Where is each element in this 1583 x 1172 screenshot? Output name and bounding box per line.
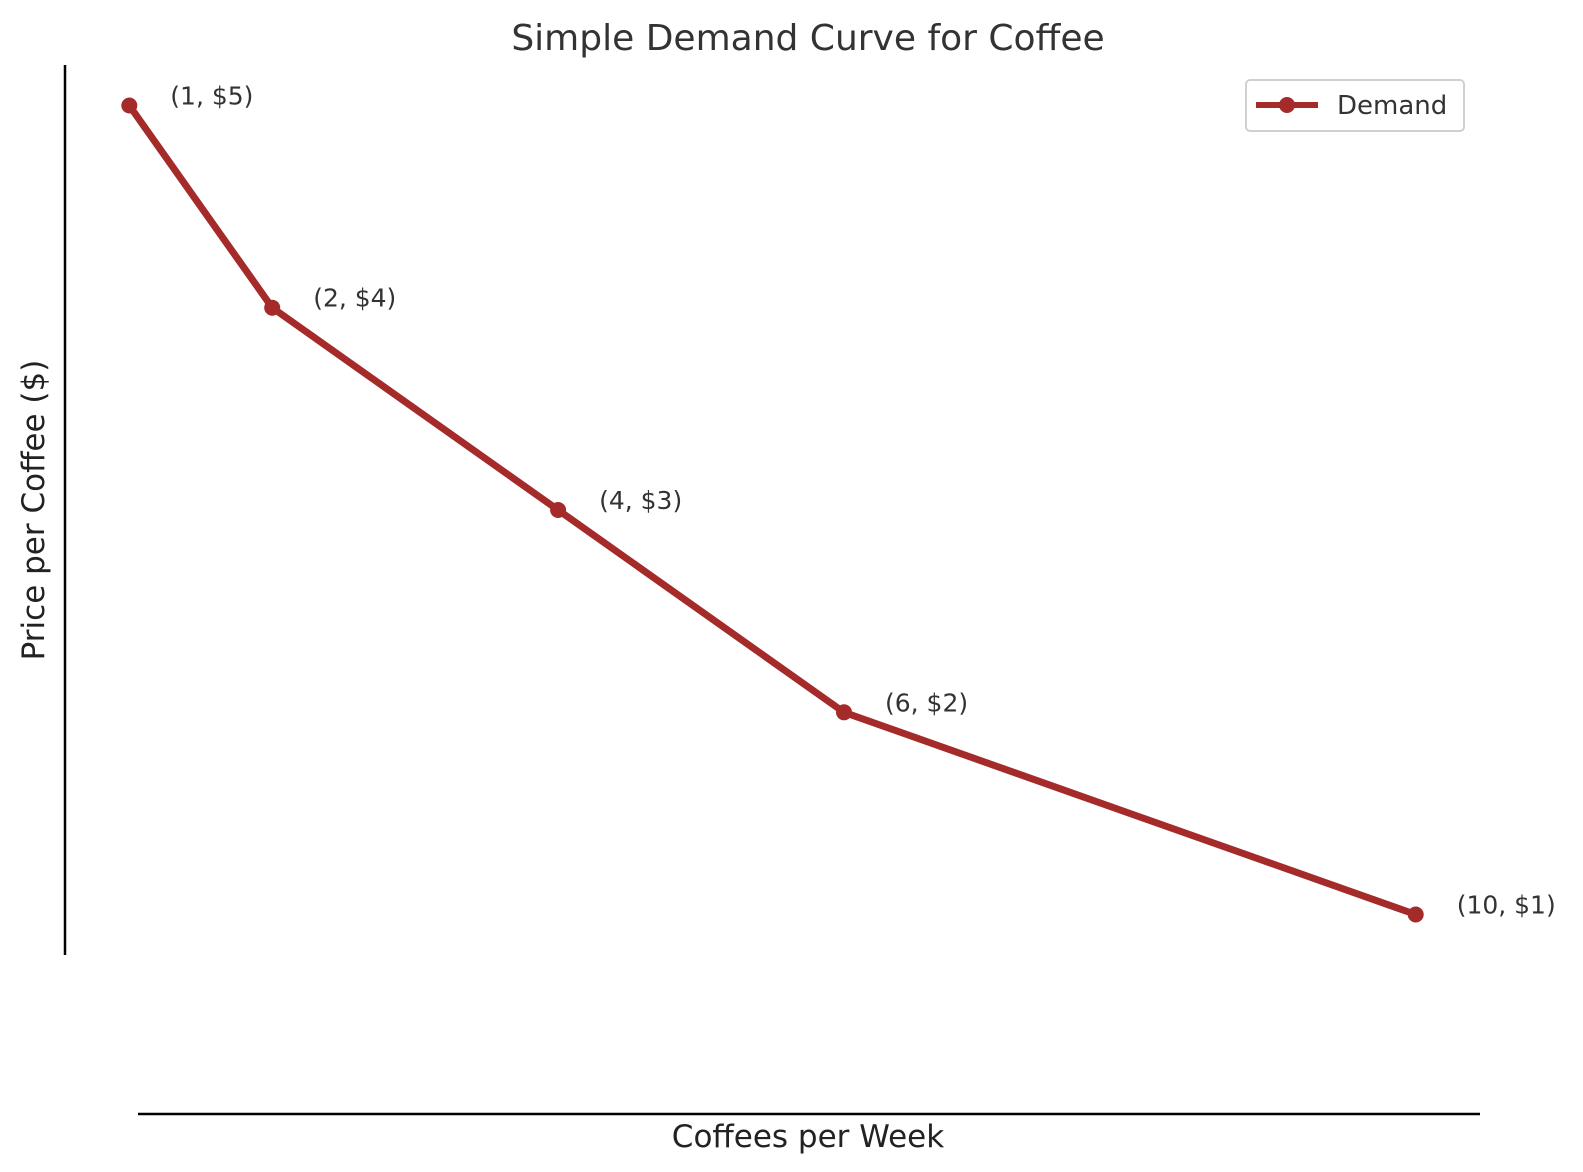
data-point	[836, 704, 852, 721]
y-axis-label: Price per Coffee ($)	[16, 360, 52, 661]
series-line-demand	[125, 102, 1420, 918]
data-point	[1407, 906, 1424, 923]
legend-box	[1245, 79, 1465, 132]
legend: Demand	[1245, 79, 1465, 132]
point-label: (4, $3)	[599, 486, 682, 515]
data-point	[121, 97, 138, 114]
chart-title: Simple Demand Curve for Coffee	[511, 18, 1104, 59]
x-axis-label: Coffees per Week	[672, 1119, 944, 1155]
plot-area: (1, $5) (2, $4) (4, $3) (6, $2) (10, $1)	[121, 82, 1556, 923]
point-label: (6, $2)	[885, 688, 968, 717]
data-point	[264, 299, 281, 316]
point-label: (10, $1)	[1457, 891, 1556, 920]
point-label: (2, $4)	[313, 284, 396, 313]
point-label: (1, $5)	[170, 82, 253, 111]
legend-marker-swatch	[1279, 97, 1295, 113]
legend-label-demand: Demand	[1337, 91, 1447, 121]
data-point	[550, 502, 567, 518]
